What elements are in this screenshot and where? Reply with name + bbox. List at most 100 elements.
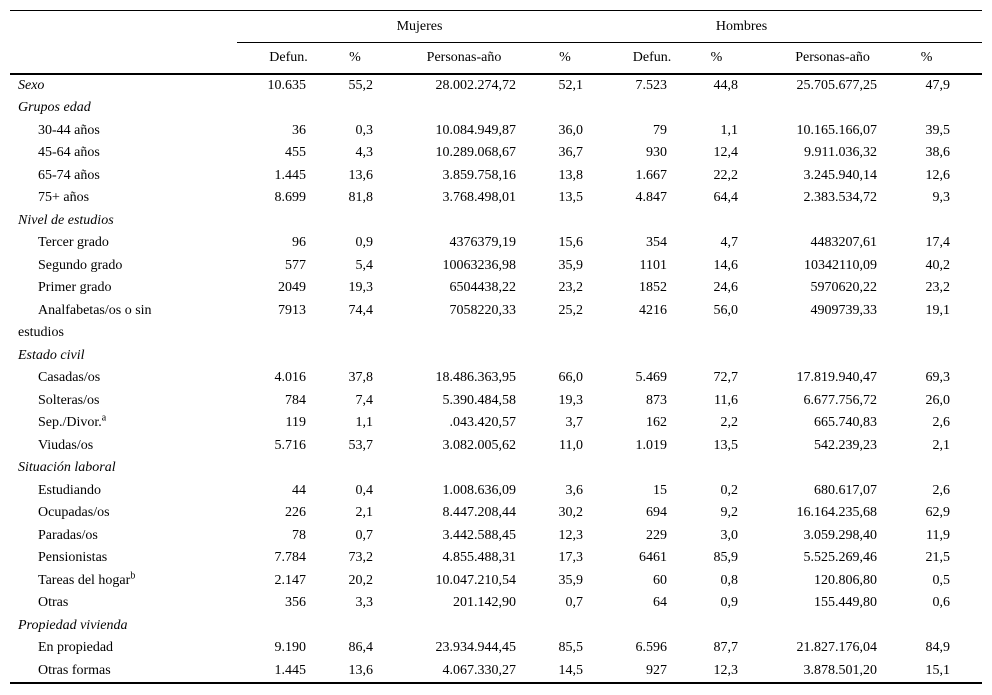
- cell-value: 226: [285, 505, 306, 520]
- cell-value: 4.847: [635, 190, 668, 205]
- cell-value: 10342110,09: [804, 257, 878, 273]
- cell-value: 5.525.269,46: [803, 550, 878, 565]
- column-header-defun-hombres: Defun.: [588, 42, 673, 75]
- cell-value: 64: [653, 595, 668, 610]
- cell-value: [743, 210, 882, 233]
- cell-value: 64,4: [713, 190, 739, 205]
- cell-value: 38,6: [925, 145, 951, 160]
- cell-value: 84,9: [925, 640, 951, 655]
- cell-value: 19,3: [348, 280, 374, 295]
- spacer-cell: [955, 345, 982, 368]
- cell-value: 455: [285, 145, 306, 160]
- row-label: Paradas/os: [38, 527, 98, 543]
- spacer-cell: [955, 547, 982, 570]
- cell-value: 1.445: [274, 167, 307, 183]
- cell-value: 1852: [639, 280, 668, 295]
- spacer-cell: [955, 187, 982, 210]
- row-label: Sep./Divor.a: [38, 412, 107, 430]
- cell-value: 3.245.940,14: [803, 167, 878, 183]
- cell-value: 17,4: [925, 235, 951, 250]
- cell-value: 37,8: [348, 370, 374, 385]
- column-header-personas-ano-mujeres: Personas-año: [378, 42, 520, 75]
- cell-value: 44,8: [713, 77, 739, 93]
- cell-value: 36,7: [558, 145, 584, 160]
- cell-value: 22,2: [713, 167, 739, 183]
- cell-value: [520, 210, 588, 233]
- cell-value: [312, 97, 378, 120]
- cell-value: 69,3: [925, 370, 951, 385]
- row-label: Analfabetas/os o sin estudios: [18, 302, 152, 341]
- table-row: Tercer grado 96 0,9 4376379,19 15,6 354 4,7 448…: [10, 232, 982, 255]
- cell-value: [312, 615, 378, 638]
- cell-value: 4216: [639, 302, 668, 318]
- spacer-cell: [955, 502, 982, 525]
- cell-value: [520, 345, 588, 368]
- group-header-row: Mujeres Hombres: [10, 10, 983, 43]
- cell-value: 74,4: [348, 302, 374, 318]
- cell-value: [378, 345, 520, 368]
- cell-value: 60: [653, 572, 668, 588]
- cell-value: 3.859.758,16: [442, 167, 517, 183]
- cell-value: 5970620,22: [810, 280, 878, 295]
- cell-value: [378, 615, 520, 638]
- spacer-cell: [955, 255, 982, 278]
- cell-value: 3,6: [565, 482, 584, 498]
- cell-value: 0,8: [720, 572, 739, 588]
- table-row: Sep./Divor.a 119 1,1 .043.420,57 3,7 162 2,2 66…: [10, 412, 982, 435]
- cell-value: 0,6: [932, 595, 951, 610]
- cell-value: 79: [653, 122, 668, 138]
- row-label: Pensionistas: [38, 550, 108, 565]
- cell-value: [743, 97, 882, 120]
- cell-value: 81,8: [348, 190, 374, 205]
- cell-value: [520, 615, 588, 638]
- cell-value: 15: [653, 482, 668, 498]
- cell-value: 119: [285, 415, 306, 430]
- cell-value: 19,1: [925, 302, 951, 318]
- section-title-row: Grupos edad: [10, 97, 982, 120]
- column-header-personas-ano-hombres: Personas-año: [743, 42, 883, 75]
- group-header-mujeres: Mujeres: [237, 10, 589, 43]
- table-row: Casadas/os 4.016 37,8 18.486.363,95 66,0 5.46…: [10, 367, 982, 390]
- cell-value: 2,6: [932, 415, 951, 430]
- cell-value: 24,6: [713, 280, 739, 295]
- cell-value: 56,0: [713, 302, 739, 318]
- cell-value: [882, 97, 955, 120]
- spacer-cell: [955, 637, 982, 660]
- cell-value: 2.383.534,72: [803, 190, 878, 205]
- cell-value: 11,9: [926, 527, 951, 543]
- cell-value: 13,5: [713, 437, 739, 453]
- cell-value: [882, 345, 955, 368]
- spacer-cell: [955, 615, 982, 638]
- cell-value: 930: [646, 145, 668, 160]
- cell-value: 3.082.005,62: [442, 437, 517, 453]
- section-title-row: Sexo 10.635 55,2 28.002.274,72 52,1 7.523 44,8…: [10, 74, 982, 98]
- column-header-defun-mujeres: Defun.: [237, 42, 312, 75]
- cell-value: 7,4: [355, 392, 374, 408]
- cell-value: 2049: [278, 280, 306, 295]
- cell-value: 120.806,80: [814, 572, 878, 588]
- table-row: 45-64 años 455 4,3 10.289.068,67 36,7 930 12,4…: [10, 142, 982, 165]
- cell-value: [588, 345, 672, 368]
- section-title-row: Estado civil: [10, 345, 982, 368]
- group-header-hombres: Hombres: [588, 10, 956, 43]
- cell-value: 21,5: [925, 550, 951, 565]
- cell-value: 10.289.068,67: [435, 145, 517, 160]
- cell-value: 25,2: [558, 302, 584, 318]
- cell-value: 1,1: [355, 415, 374, 430]
- cell-value: 0,9: [720, 595, 739, 610]
- cell-value: 3,7: [565, 415, 584, 430]
- spacer-cell: [955, 74, 982, 98]
- cell-value: 0,9: [355, 235, 374, 250]
- column-header-pct-mujeres-2: %: [520, 42, 589, 75]
- cell-value: 2.147: [274, 572, 307, 588]
- cell-value: 6.596: [635, 640, 668, 655]
- section-title: Grupos edad: [18, 100, 91, 115]
- cell-value: [237, 345, 312, 368]
- table-row: Segundo grado 577 5,4 10063236,98 35,9 1101 14…: [10, 255, 982, 278]
- cell-value: 0,4: [355, 482, 374, 498]
- section-title: Estado civil: [18, 347, 85, 363]
- cell-value: 17.819.940,47: [796, 370, 878, 385]
- cell-value: 2,1: [932, 437, 951, 453]
- table-row: 30-44 años 36 0,3 10.084.949,87 36,0 79 1,1 10.…: [10, 120, 982, 143]
- spacer-cell: [955, 277, 982, 300]
